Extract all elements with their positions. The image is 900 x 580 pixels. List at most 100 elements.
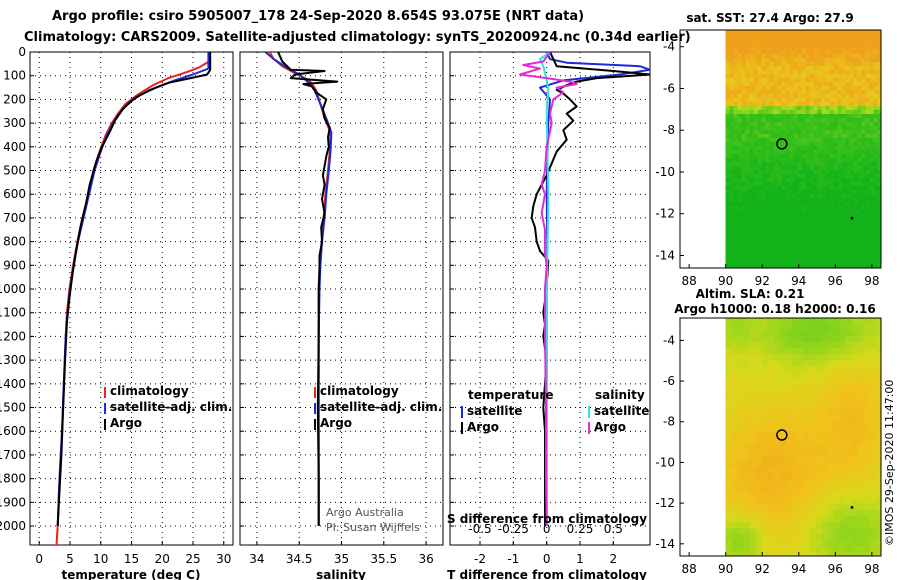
sst_map-cell (801, 198, 807, 203)
sla_map-cell (791, 366, 799, 373)
sla_map-cell (851, 402, 859, 409)
sst_map-cell (733, 90, 739, 95)
sla_map-cell (845, 492, 853, 499)
sst_map-cell (781, 46, 787, 51)
sst_map-cell (753, 46, 759, 51)
sla_map-cell (755, 552, 763, 557)
sst_map-cell (745, 146, 751, 151)
sst_map-cell (749, 206, 755, 211)
sst_map-cell (865, 202, 871, 207)
sla_map-cell (773, 552, 781, 557)
sst_map-cell (877, 158, 882, 163)
sla_map-cell (863, 486, 871, 493)
sst_map-cell (797, 146, 803, 151)
sst_map-cell (773, 98, 779, 103)
sst_map-cell (841, 66, 847, 71)
sst_map-cell (865, 94, 871, 99)
sst_map-cell (793, 130, 799, 135)
sla_map-cell (815, 372, 823, 379)
sst_map-cell (741, 162, 747, 167)
sla_map-cell (839, 474, 847, 481)
sst_map-cell (825, 154, 831, 159)
sst_map-cell (745, 106, 751, 111)
sla_map-cell (779, 414, 787, 421)
sst_map-cell (809, 58, 815, 63)
sla_map-cell (731, 426, 739, 433)
sst_map-cell (821, 226, 827, 231)
sla_map-cell (869, 480, 877, 487)
sla_map-cell (857, 504, 865, 511)
sst_map-cell (869, 94, 875, 99)
sla_map-cell (839, 438, 847, 445)
sla_map-cell (773, 528, 781, 535)
sla_map-cell (803, 552, 811, 557)
sla_map-cell (863, 504, 871, 511)
sla_map-cell (767, 396, 775, 403)
sst_map-cell (865, 258, 871, 263)
sst_map-cell (773, 142, 779, 147)
sst_map-cell (817, 66, 823, 71)
sst_map-cell (757, 138, 763, 143)
sst_map-cell (741, 222, 747, 227)
sst_map-cell (869, 74, 875, 79)
sla_map-cell (809, 474, 817, 481)
sst_map-cell (797, 226, 803, 231)
sla_map-cell (851, 546, 859, 553)
sst_map-cell (765, 46, 771, 51)
sst_map-cell (825, 182, 831, 187)
depth-tick-label: 100 (3, 69, 26, 83)
sla_map-cell (857, 546, 865, 553)
sla_map-cell (809, 492, 817, 499)
sla_map-cell (827, 486, 835, 493)
sla_map-cell (809, 420, 817, 427)
sla_map-cell (851, 372, 859, 379)
sla_map-cell (875, 444, 882, 451)
sst_map-cell (853, 58, 859, 63)
sla_map-cell (845, 498, 853, 505)
sla_map-cell (737, 372, 745, 379)
sst_map-cell (865, 154, 871, 159)
sla_map-cell (815, 360, 823, 367)
sla_map-cell (851, 516, 859, 523)
sst_map-cell (777, 250, 783, 255)
sst_map-cell (797, 174, 803, 179)
sst_map-cell (825, 170, 831, 175)
sst_map-cell (725, 126, 731, 131)
sst_map-cell (789, 50, 795, 55)
sla_map-cell (833, 408, 841, 415)
sst_map-cell (869, 158, 875, 163)
sst_map-cell (773, 50, 779, 55)
sst_map-cell (789, 122, 795, 127)
sst_map-cell (773, 246, 779, 251)
sst_map-cell (765, 202, 771, 207)
sst_map-cell (773, 62, 779, 67)
sst_map-cell (741, 78, 747, 83)
sst_map-cell (829, 242, 835, 247)
sst_map-cell (849, 86, 855, 91)
sst_map-cell (749, 174, 755, 179)
sla_map-cell (785, 408, 793, 415)
sst_map-cell (873, 186, 879, 191)
sla_map-cell (869, 468, 877, 475)
sst_map-cell (773, 66, 779, 71)
sst_map-cell (761, 202, 767, 207)
sst_map-cell (785, 138, 791, 143)
sst_map-cell (829, 218, 835, 223)
sla_map-cell (749, 402, 757, 409)
sst_map-cell (805, 146, 811, 151)
sst_map-cell (777, 238, 783, 243)
sst_map-cell (733, 230, 739, 235)
sst_map-cell (737, 70, 743, 75)
sla_map-cell (731, 510, 739, 517)
sst_map-cell (781, 230, 787, 235)
sla_map-cell (725, 510, 733, 517)
sst_map-cell (817, 114, 823, 119)
sla_map-cell (761, 510, 769, 517)
sst_map-cell (809, 62, 815, 67)
sst_map-cell (745, 158, 751, 163)
sla_map-cell (839, 420, 847, 427)
sst_map-cell (801, 46, 807, 51)
sst_map-cell (765, 178, 771, 183)
sst_map-cell (801, 266, 807, 269)
sst_map-cell (733, 30, 739, 35)
